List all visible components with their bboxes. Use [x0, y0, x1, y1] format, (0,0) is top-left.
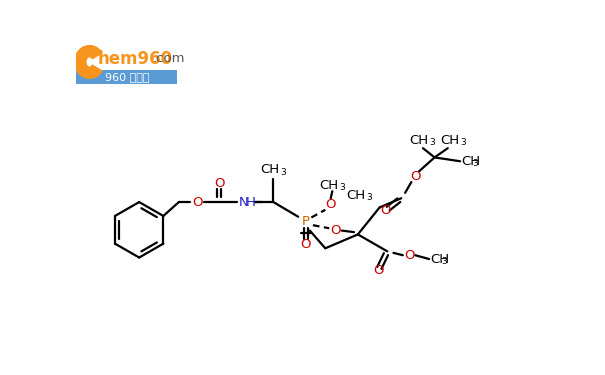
Text: O: O [192, 196, 203, 208]
Text: 3: 3 [339, 183, 345, 192]
Text: 3: 3 [442, 257, 447, 266]
Text: O: O [330, 224, 341, 237]
Text: O: O [381, 204, 391, 217]
Text: O: O [214, 177, 224, 190]
Text: N: N [239, 196, 249, 208]
Bar [76, 46, 177, 84]
Text: P: P [302, 215, 310, 228]
Text: CH: CH [431, 252, 450, 266]
Text: O: O [373, 264, 383, 277]
Bar [76, 70, 177, 84]
Text: 960 化工网: 960 化工网 [105, 72, 149, 82]
Text: O: O [410, 170, 420, 183]
Text: 3: 3 [429, 138, 435, 147]
Text: O: O [404, 249, 414, 262]
Text: 3: 3 [280, 168, 286, 177]
Text: CH: CH [261, 163, 280, 176]
Text: 3: 3 [473, 159, 479, 168]
Text: CH: CH [319, 178, 339, 192]
Text: .com: .com [152, 53, 185, 65]
Text: CH: CH [440, 134, 460, 147]
Text: 3: 3 [460, 138, 466, 147]
Text: CH: CH [347, 189, 366, 202]
Text: 3: 3 [367, 193, 372, 202]
Text: O: O [325, 198, 336, 211]
Text: CH: CH [410, 134, 429, 147]
Text: H: H [246, 196, 256, 208]
Text: O: O [301, 238, 311, 251]
Text: CH: CH [462, 155, 481, 168]
Text: hem960: hem960 [97, 50, 172, 68]
